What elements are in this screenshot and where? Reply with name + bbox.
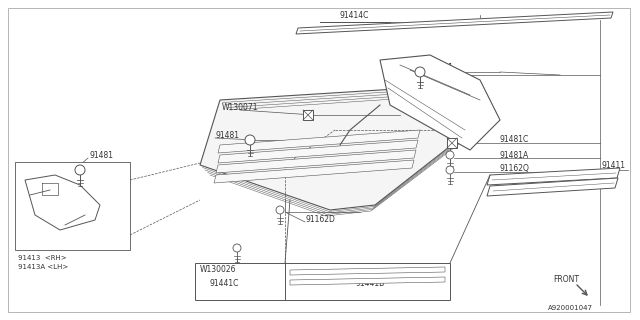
Text: 91413A <LH>: 91413A <LH> xyxy=(18,264,68,270)
Text: 91413  <RH>: 91413 <RH> xyxy=(18,255,67,261)
Polygon shape xyxy=(290,277,445,285)
Polygon shape xyxy=(218,130,420,153)
Circle shape xyxy=(75,165,85,175)
Bar xyxy=(447,138,457,148)
Text: 91481A: 91481A xyxy=(500,150,529,159)
Polygon shape xyxy=(296,12,613,34)
Text: 91481C: 91481C xyxy=(500,135,529,145)
Text: W130071: W130071 xyxy=(222,103,259,113)
Circle shape xyxy=(446,151,454,159)
Polygon shape xyxy=(290,267,445,275)
Polygon shape xyxy=(200,85,490,210)
Text: 91481: 91481 xyxy=(90,151,114,161)
Text: 91441B: 91441B xyxy=(355,279,384,289)
Circle shape xyxy=(446,166,454,174)
Text: A920001047: A920001047 xyxy=(548,305,593,311)
Polygon shape xyxy=(487,178,618,196)
Text: 91414C: 91414C xyxy=(340,11,369,20)
Text: 91162Q: 91162Q xyxy=(500,164,530,173)
Bar xyxy=(15,162,130,250)
Text: 91481: 91481 xyxy=(430,63,454,73)
Circle shape xyxy=(245,135,255,145)
Bar xyxy=(303,110,313,120)
Polygon shape xyxy=(214,160,414,183)
Bar xyxy=(195,263,450,300)
Text: 91441C: 91441C xyxy=(210,279,239,289)
Polygon shape xyxy=(218,140,418,163)
Polygon shape xyxy=(487,168,620,185)
Text: 91162D: 91162D xyxy=(305,215,335,225)
Circle shape xyxy=(276,206,284,214)
Text: 91411: 91411 xyxy=(602,161,626,170)
Polygon shape xyxy=(216,150,416,173)
Circle shape xyxy=(415,67,425,77)
Polygon shape xyxy=(380,55,500,150)
Text: W130026: W130026 xyxy=(200,266,237,275)
Circle shape xyxy=(233,244,241,252)
Text: FRONT: FRONT xyxy=(553,276,579,284)
Polygon shape xyxy=(25,175,100,230)
Text: 91481: 91481 xyxy=(215,131,239,140)
